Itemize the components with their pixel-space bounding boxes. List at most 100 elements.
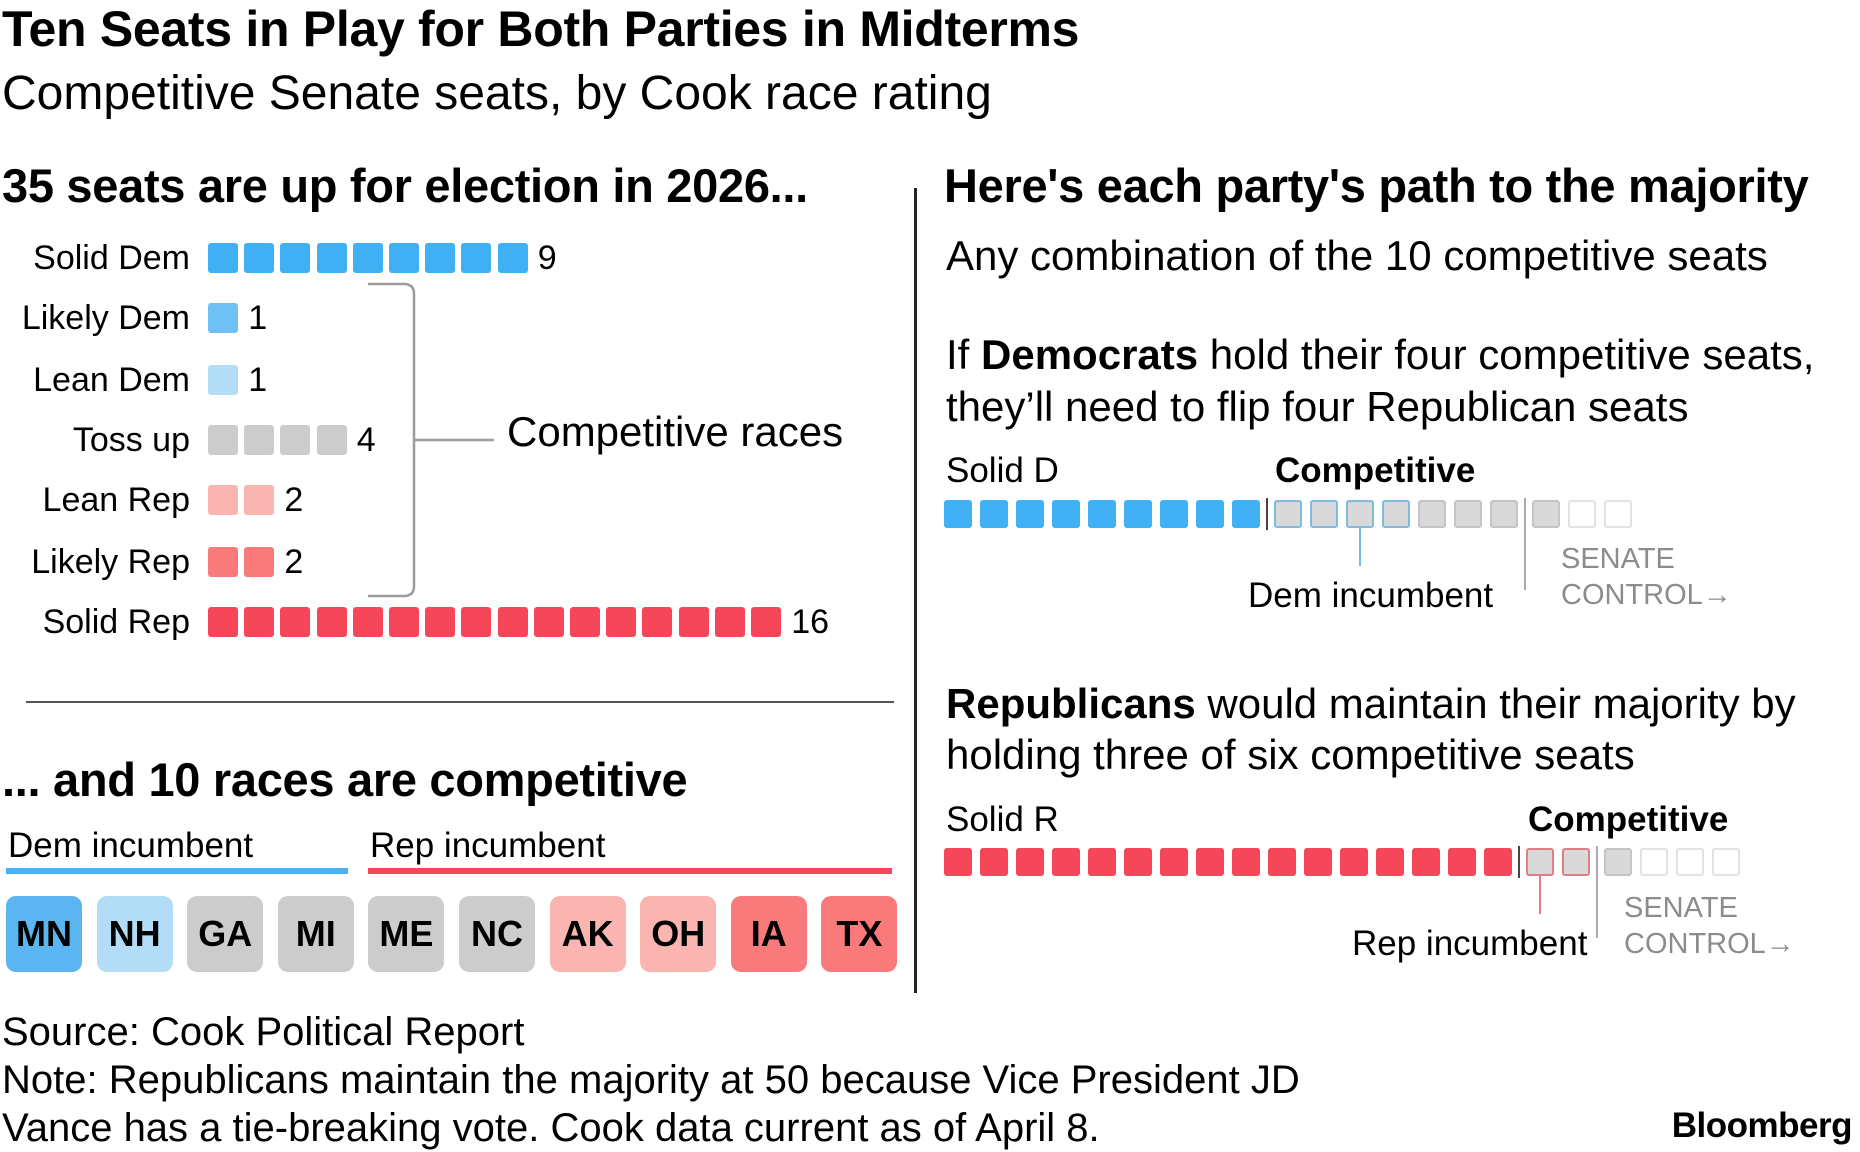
bar-seat (316, 425, 347, 455)
incumbent-seat (1346, 500, 1374, 528)
solid-seat (1124, 848, 1152, 876)
beyond-control-seat (1604, 848, 1632, 876)
senate-control-line (1524, 498, 1526, 590)
bar-label: Solid Dem (33, 239, 190, 277)
incumbent-seat (1274, 500, 1302, 528)
bar-seat (208, 303, 238, 333)
source-note: Source: Cook Political Report Note: Repu… (2, 1008, 1300, 1152)
state-tile-nc: NC (459, 896, 535, 972)
state-tile-me: ME (368, 896, 445, 972)
beyond-control-seat (1640, 848, 1668, 876)
solid-seat (1448, 848, 1476, 876)
bar-seat (208, 425, 238, 455)
note-line-1: Note: Republicans maintain the majority … (2, 1058, 1300, 1102)
bar-value: 1 (248, 361, 268, 399)
bar-seat (244, 607, 275, 637)
bar-seat (352, 607, 383, 637)
bar-value: 2 (284, 543, 304, 581)
solid-seat (980, 500, 1008, 528)
bar-seat (533, 607, 564, 637)
incumbent-pointer (1359, 528, 1361, 566)
bar-seat (208, 365, 238, 395)
dem-incumbent-header: Dem incumbent (8, 826, 254, 865)
rep-senate-control: SENATE CONTROL→ (1624, 892, 1795, 960)
beyond-control-seat (1532, 500, 1560, 528)
beyond-control-seat (1568, 500, 1596, 528)
bar-seat (606, 607, 637, 637)
left-heading: 35 seats are up for election in 2026... (2, 159, 808, 212)
beyond-control-seat (1604, 500, 1632, 528)
solid-seat (1088, 848, 1116, 876)
rep-path-line2: holding three of six competitive seats (946, 731, 1635, 778)
state-tile-oh: OH (640, 896, 717, 972)
bar-seat (244, 485, 275, 515)
competitive-states-row: MN NH GA MI ME NC AK OH IA TX (0, 896, 914, 972)
bar-seat (316, 243, 347, 273)
bar-seat (208, 485, 238, 515)
bar-seat (497, 243, 528, 273)
bar-label: Likely Rep (31, 543, 190, 581)
dem-competitive-label: Competitive (1275, 451, 1476, 490)
solid-seat (1232, 848, 1260, 876)
bar-seat (642, 607, 673, 637)
incumbent-seat (1562, 848, 1590, 876)
state-tile-nh: NH (96, 896, 173, 972)
bar-seat (208, 547, 238, 577)
bar-seat (425, 243, 456, 273)
bar-seat (678, 607, 709, 637)
solid-seat (1016, 848, 1044, 876)
solid-d-label: Solid D (946, 451, 1059, 490)
chart-subtitle: Competitive Senate seats, by Cook race r… (2, 67, 992, 120)
bar-seat (352, 243, 383, 273)
incumbent-seat (1526, 848, 1554, 876)
state-tile-mi: MI (277, 896, 354, 972)
solid-seat (1196, 500, 1224, 528)
competitive-races-label: Competitive races (507, 408, 844, 455)
section-divider (26, 701, 894, 703)
solid-seat (1340, 848, 1368, 876)
bar-label: Likely Dem (21, 299, 190, 337)
source-line: Source: Cook Political Report (2, 1010, 525, 1054)
state-tile-ga: GA (187, 896, 264, 972)
competitive-tick (1266, 498, 1268, 530)
state-tile-ak: AK (549, 896, 626, 972)
bar-seat (570, 607, 600, 637)
rep-path-squares (944, 846, 1824, 938)
bar-label: Solid Rep (42, 603, 190, 641)
beyond-control-seat (1676, 848, 1704, 876)
rep-incumbent-callout: Rep incumbent (1352, 924, 1588, 963)
bar-seat (389, 607, 419, 637)
solid-seat (944, 848, 972, 876)
bar-value: 2 (284, 481, 304, 519)
bar-seat (208, 243, 238, 273)
dem-path-line2: they’ll need to flip four Republican sea… (946, 383, 1689, 430)
solid-seat (1052, 500, 1080, 528)
bar-seat (280, 243, 311, 273)
bar-seat (497, 607, 528, 637)
competitive-seat (1418, 500, 1446, 528)
bar-seat (461, 607, 492, 637)
rep-incumbent-underline (368, 868, 892, 874)
bar-seat (280, 607, 311, 637)
rep-competitive-label: Competitive (1528, 800, 1729, 839)
incumbent-seat (1382, 500, 1410, 528)
bar-seat (425, 607, 456, 637)
competitive-seat (1454, 500, 1482, 528)
solid-seat (1196, 848, 1224, 876)
solid-seat (1124, 500, 1152, 528)
beyond-control-seat (1712, 848, 1740, 876)
dem-path-line1: If Democrats hold their four competitive… (946, 331, 1815, 378)
bar-label: Lean Dem (33, 361, 190, 399)
solid-seat (1160, 848, 1188, 876)
bloomberg-logo: Bloomberg (1671, 1106, 1853, 1145)
solid-seat (1412, 848, 1440, 876)
competitive-bracket (368, 282, 494, 598)
bar-seat (208, 607, 238, 637)
right-heading: Here's each party's path to the majority (944, 159, 1809, 212)
solid-seat (944, 500, 972, 528)
solid-seat (1484, 848, 1512, 876)
bar-seat (316, 607, 347, 637)
solid-seat (1232, 500, 1260, 528)
incumbent-seat (1310, 500, 1338, 528)
rep-path-line1: Republicans would maintain their majorit… (946, 680, 1796, 727)
